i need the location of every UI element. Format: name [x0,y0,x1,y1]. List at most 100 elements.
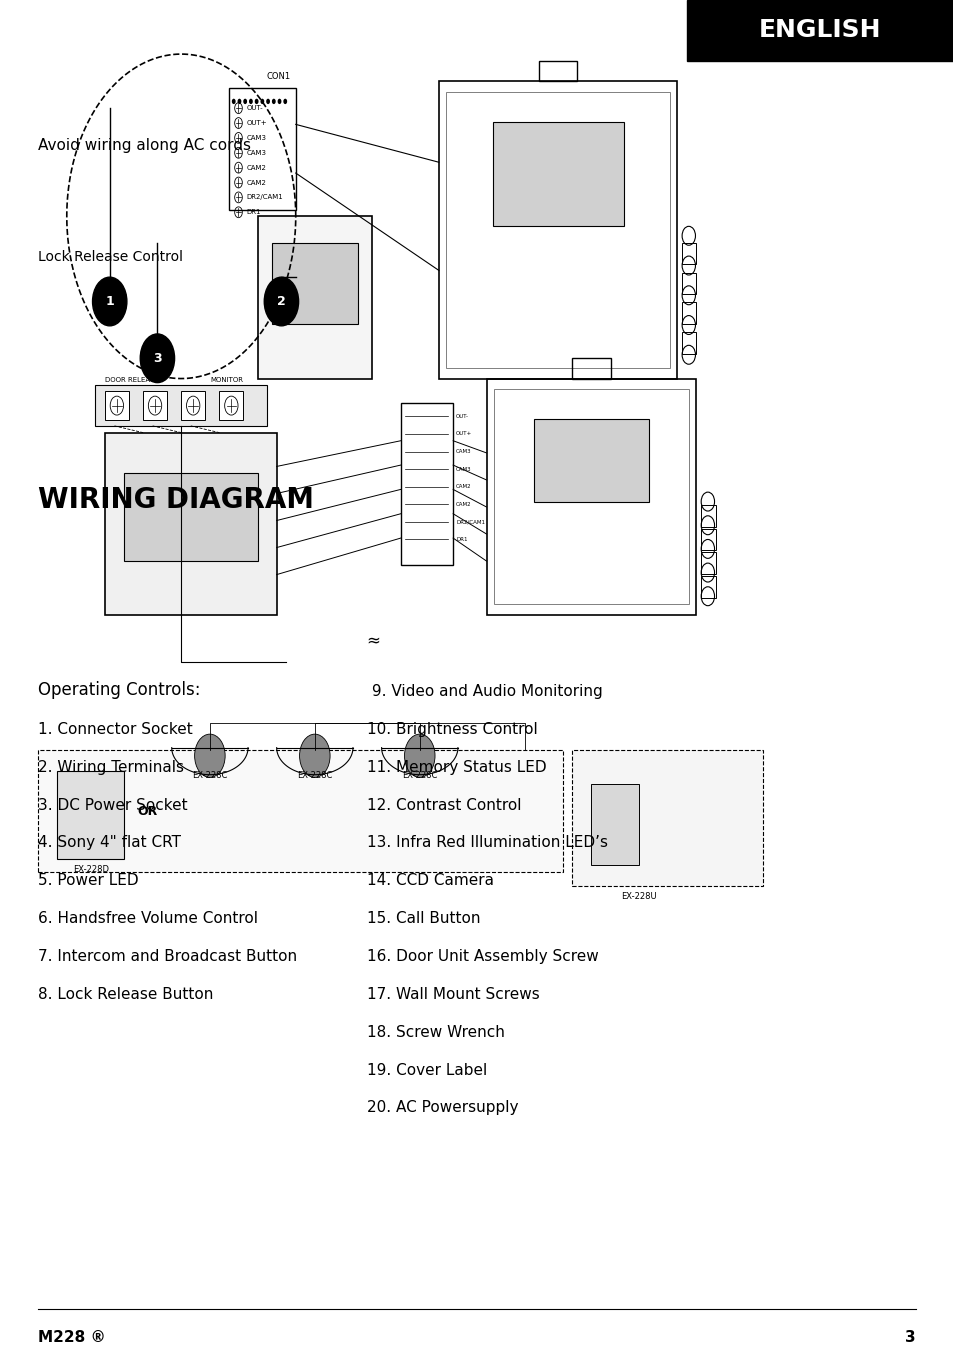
Text: OUT-: OUT- [456,414,469,419]
Text: CAM2: CAM2 [246,165,266,170]
Bar [681,303,696,324]
Circle shape [260,99,264,104]
Text: DR1: DR1 [456,537,467,542]
Text: CON1: CON1 [267,72,291,81]
Text: CAM2: CAM2 [246,180,266,185]
Text: EX-228C: EX-228C [401,771,437,780]
Bar [700,529,715,550]
Text: 12. Contrast Control: 12. Contrast Control [367,798,521,813]
Text: 4. Sony 4" flat CRT: 4. Sony 4" flat CRT [38,836,181,850]
Circle shape [272,99,275,104]
Text: 18. Screw Wrench: 18. Screw Wrench [367,1025,505,1040]
Text: CAM3: CAM3 [456,466,471,472]
Bar [591,784,639,865]
Bar [95,385,267,426]
Text: 13. Infra Red Illumination LED’s: 13. Infra Red Illumination LED’s [367,836,608,850]
Text: $\approx$: $\approx$ [363,630,380,649]
Circle shape [254,99,258,104]
Text: DR1: DR1 [246,210,260,215]
Text: OUT+: OUT+ [246,120,267,126]
Text: ENGLISH: ENGLISH [759,19,881,42]
Text: 16. Door Unit Assembly Screw: 16. Door Unit Assembly Screw [367,949,598,964]
Text: Lock Release Control: Lock Release Control [38,250,183,264]
Bar [219,391,243,420]
Bar [700,552,715,573]
Bar [124,473,257,561]
Circle shape [299,734,330,777]
Text: 1: 1 [105,295,114,308]
Text: 15. Call Button: 15. Call Button [367,911,480,926]
Bar [681,273,696,295]
Text: 8. Lock Release Button: 8. Lock Release Button [38,987,213,1002]
Text: EX-228D: EX-228D [72,865,109,875]
Text: 7. Intercom and Broadcast Button: 7. Intercom and Broadcast Button [38,949,297,964]
Bar [272,243,357,324]
Circle shape [232,99,235,104]
Bar [572,358,610,379]
Text: EX-228C: EX-228C [192,771,228,780]
Bar [681,243,696,265]
Text: CAM3: CAM3 [456,449,471,454]
Circle shape [92,277,127,326]
Text: 1. Connector Socket: 1. Connector Socket [38,722,193,737]
Text: EX-228C: EX-228C [296,771,333,780]
Bar [229,88,295,210]
Text: CAM2: CAM2 [456,502,471,507]
Text: 3. DC Power Socket: 3. DC Power Socket [38,798,188,813]
Circle shape [249,99,253,104]
Text: 17. Wall Mount Screws: 17. Wall Mount Screws [367,987,539,1002]
Text: 19. Cover Label: 19. Cover Label [367,1063,487,1078]
Circle shape [243,99,247,104]
Text: MONITOR: MONITOR [210,377,243,383]
Bar [486,379,696,615]
Circle shape [264,277,298,326]
Bar [438,81,677,379]
Text: CAM2: CAM2 [456,484,471,489]
Text: 9. Video and Audio Monitoring: 9. Video and Audio Monitoring [367,684,602,699]
Bar [681,333,696,354]
Bar [534,419,648,502]
Circle shape [266,99,270,104]
Bar [143,391,167,420]
Text: 3: 3 [152,352,162,365]
Text: 10. Brightness Control: 10. Brightness Control [367,722,537,737]
Bar [181,391,205,420]
Bar [257,216,372,379]
Text: 6. Handsfree Volume Control: 6. Handsfree Volume Control [38,911,258,926]
Circle shape [194,734,225,777]
Bar [538,61,577,81]
Bar [57,771,124,859]
Text: DR2/CAM1: DR2/CAM1 [246,195,283,200]
Text: 20. AC Powersupply: 20. AC Powersupply [367,1101,518,1115]
Text: 5. Power LED: 5. Power LED [38,873,138,888]
Bar [105,391,129,420]
Text: CAM3: CAM3 [246,150,266,155]
Text: OR: OR [137,804,158,818]
Text: OUT+: OUT+ [456,431,472,437]
Circle shape [283,99,287,104]
Text: 11. Memory Status LED: 11. Memory Status LED [367,760,546,775]
Circle shape [277,99,281,104]
Bar [400,403,453,565]
Text: Avoid wiring along AC cords: Avoid wiring along AC cords [38,138,251,153]
Bar [105,433,276,615]
Bar [38,750,562,872]
Circle shape [237,99,241,104]
Text: 3: 3 [904,1330,915,1345]
Text: DR2/CAM1: DR2/CAM1 [456,519,484,525]
Text: 2: 2 [276,295,286,308]
Text: M228 ®: M228 ® [38,1330,106,1345]
Bar [700,576,715,598]
Bar [572,750,762,886]
Bar [494,389,688,604]
Bar [446,92,669,368]
Circle shape [404,734,435,777]
Text: CAM3: CAM3 [246,135,266,141]
Bar [686,0,953,61]
Text: 2. Wiring Terminals: 2. Wiring Terminals [38,760,184,775]
Text: Operating Controls:: Operating Controls: [38,681,200,699]
Text: 14. CCD Camera: 14. CCD Camera [367,873,494,888]
Circle shape [140,334,174,383]
Bar [700,504,715,526]
Bar [492,122,623,226]
